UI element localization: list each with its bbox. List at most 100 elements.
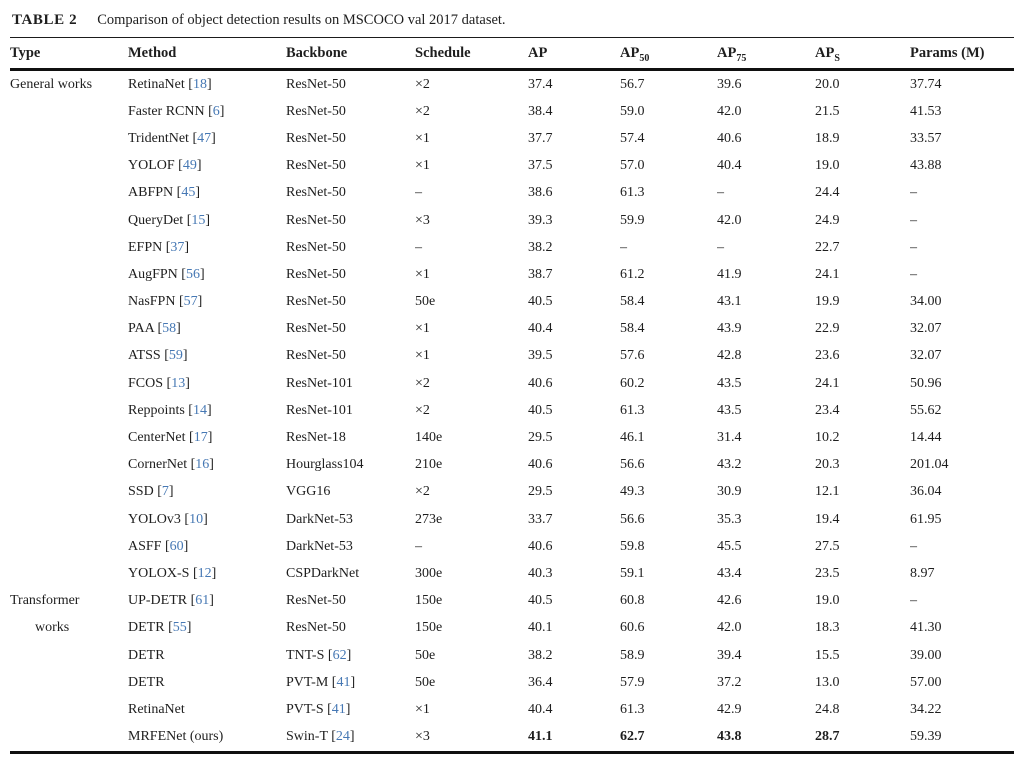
backbone-cell: ResNet-50 [286,266,346,282]
ap50-cell: 59.0 [620,103,645,119]
schedule-cell: – [415,185,422,201]
backbone-cell: PVT-S [41] [286,701,351,717]
table-row: SSD [7] VGG16 ×2 29.5 49.3 30.9 12.1 36.04 [10,479,1014,506]
citation-link[interactable]: 49 [182,158,197,174]
citation-link[interactable]: 18 [192,76,207,92]
params-cell: – [910,185,917,201]
citation-link[interactable]: 16 [195,457,210,473]
params-cell: 8.97 [910,565,935,581]
type-cell [10,343,128,370]
type-cell [10,370,128,397]
table-row: EFPN [37] ResNet-50 – 38.2 – – 22.7 – [10,234,1014,261]
ap50-cell: 62.7 [620,729,645,745]
table-row: ASFF [60] DarkNet-53 – 40.6 59.8 45.5 27.5 – [10,533,1014,560]
backbone-cell: ResNet-50 [286,158,346,174]
type-cell [10,316,128,343]
citation-link[interactable]: 41 [331,701,346,717]
schedule-cell: ×1 [415,348,430,364]
method-cell: Reppoints [14] [128,402,212,418]
table-row: Reppoints [14] ResNet-101 ×2 40.5 61.3 43.5 23… [10,397,1014,424]
schedule-cell: 150e [415,620,443,636]
table-row: CenterNet [17] ResNet-18 140e 29.5 46.1 31.4 1… [10,424,1014,451]
ap50-cell: 59.8 [620,538,645,554]
ap-cell: 40.5 [528,593,553,609]
citation-link[interactable]: 13 [171,375,186,391]
citation-link[interactable]: 57 [183,294,198,310]
ap75-cell: 40.4 [717,158,742,174]
ap-cell: 40.5 [528,402,553,418]
citation-link[interactable]: 60 [169,538,184,554]
citation-link[interactable]: 41 [336,674,351,690]
ap50-cell: 60.6 [620,620,645,636]
column-header: Backbone [286,37,415,71]
ap50-cell: 56.6 [620,511,645,527]
citation-link[interactable]: 59 [168,348,183,364]
ap50-cell: 61.3 [620,402,645,418]
params-cell: 32.07 [910,348,942,364]
method-cell: MRFENet (ours) [128,729,224,745]
type-cell [10,533,128,560]
citation-link[interactable]: 58 [162,321,177,337]
params-cell: 57.00 [910,674,942,690]
type-cell [10,424,128,451]
type-cell [10,506,128,533]
citation-link[interactable]: 37 [170,239,185,255]
table-caption-text: Comparison of object detection results o… [97,12,506,28]
citation-link[interactable]: 15 [191,212,206,228]
ap75-cell: 40.6 [717,130,742,146]
schedule-cell: ×2 [415,103,430,119]
ap50-cell: 58.4 [620,321,645,337]
ap50-cell: 60.8 [620,593,645,609]
method-cell: EFPN [37] [128,239,190,255]
citation-link[interactable]: 62 [332,647,347,663]
method-cell: FCOS [13] [128,375,190,391]
schedule-cell: 50e [415,647,436,663]
citation-link[interactable]: 7 [161,484,169,500]
citation-link[interactable]: 14 [192,402,207,418]
params-cell: 34.22 [910,701,942,717]
backbone-cell: DarkNet-53 [286,538,353,554]
params-cell: 14.44 [910,430,942,446]
backbone-cell: ResNet-18 [286,430,346,446]
citation-link[interactable]: 61 [195,593,210,609]
citation-link[interactable]: 47 [197,130,212,146]
ap-cell: 29.5 [528,484,553,500]
citation-link[interactable]: 12 [197,565,212,581]
ap-cell: 40.3 [528,565,553,581]
type-cell [10,261,128,288]
method-cell: DETR [55] [128,620,192,636]
backbone-cell: ResNet-50 [286,103,346,119]
table-row: ATSS [59] ResNet-50 ×1 39.5 57.6 42.8 23.6 32.0… [10,343,1014,370]
backbone-cell: Swin-T [24] [286,729,355,745]
citation-link[interactable]: 45 [181,185,196,201]
type-cell [10,724,128,753]
citation-link[interactable]: 55 [172,620,187,636]
aps-cell: 19.9 [815,294,840,310]
ap-cell: 38.2 [528,239,553,255]
ap75-cell: 42.0 [717,212,742,228]
schedule-cell: – [415,239,422,255]
type-cell [10,452,128,479]
backbone-cell: ResNet-50 [286,294,346,310]
ap-cell: 36.4 [528,674,553,690]
citation-link[interactable]: 6 [212,103,220,119]
table-row: CornerNet [16] Hourglass104 210e 40.6 56.6 43… [10,452,1014,479]
aps-cell: 28.7 [815,729,840,745]
aps-cell: 21.5 [815,103,840,119]
citation-link[interactable]: 56 [185,266,200,282]
type-cell: General works [10,76,93,92]
ap75-cell: 31.4 [717,430,742,446]
table-row: works DETR [55] ResNet-50 150e 40.1 60.6 42.0 1… [10,615,1014,642]
aps-cell: 23.4 [815,402,840,418]
ap-cell: 39.5 [528,348,553,364]
schedule-cell: ×2 [415,402,430,418]
ap-cell: 39.3 [528,212,553,228]
table-row: YOLOF [49] ResNet-50 ×1 37.5 57.0 40.4 19.0 43.… [10,153,1014,180]
params-cell: 201.04 [910,457,949,473]
citation-link[interactable]: 24 [335,729,350,745]
table-row: YOLOX-S [12] CSPDarkNet 300e 40.3 59.1 43.4 23… [10,560,1014,587]
ap50-cell: 49.3 [620,484,645,500]
params-cell: 34.00 [910,294,942,310]
citation-link[interactable]: 10 [189,511,204,527]
citation-link[interactable]: 17 [193,430,208,446]
